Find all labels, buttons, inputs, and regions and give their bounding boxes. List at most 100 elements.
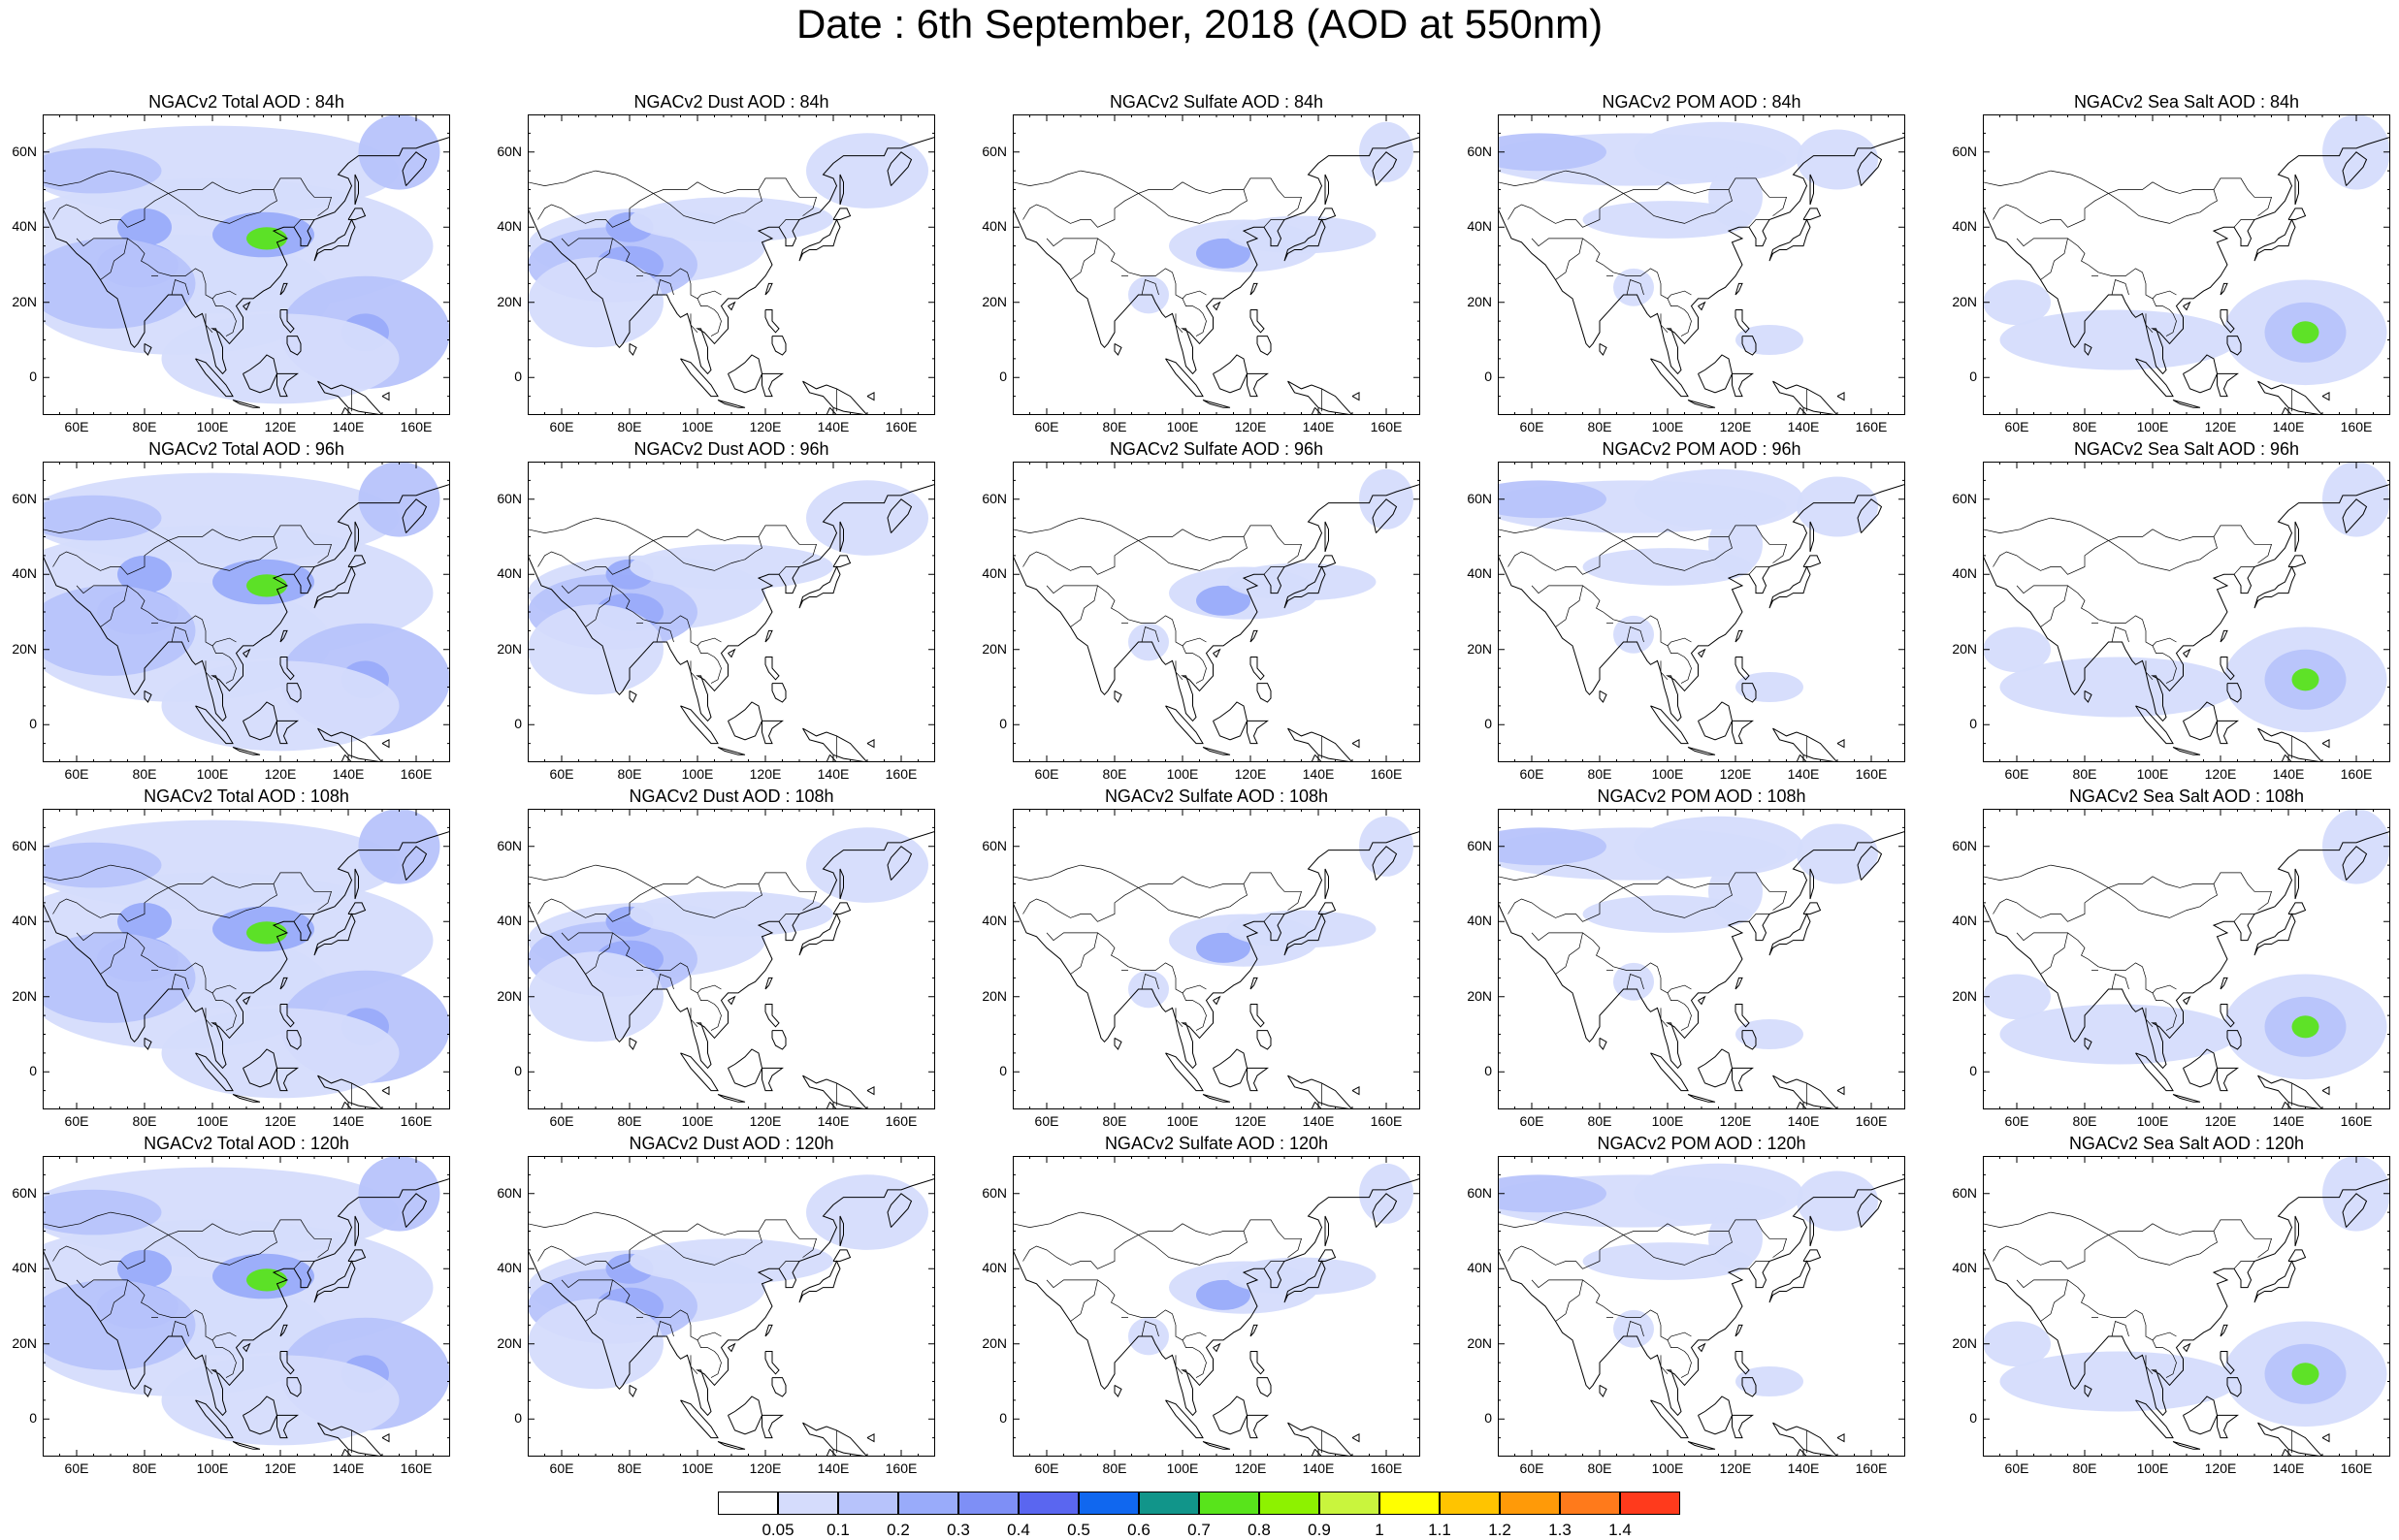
- map-panel-sulfate-120h: NGACv2 Sulfate AOD : 120h 60E 80E 100E 120E 1…: [982, 1133, 1420, 1478]
- coastline: [2084, 1384, 2092, 1397]
- panel-title: NGACv2 POM AOD : 96h: [1602, 439, 1801, 459]
- coastline: [1687, 747, 1716, 755]
- aod-plume: [1708, 861, 1763, 922]
- border-line: [2152, 645, 2177, 684]
- coastline: [1249, 657, 1265, 681]
- coastline: [243, 1342, 251, 1353]
- border-line: [1555, 1279, 1583, 1322]
- colorbar-label: 0.9: [1308, 1521, 1331, 1539]
- aod-plume: [1983, 279, 2051, 326]
- x-tick-label: 60E: [549, 1113, 574, 1129]
- border-line: [2016, 1279, 2143, 1318]
- border-line: [656, 279, 674, 296]
- coastline: [1372, 1193, 1398, 1228]
- coastline: [276, 720, 300, 745]
- border-line: [656, 974, 674, 990]
- map-frame: [1498, 114, 1905, 415]
- map-panel-pom-108h: NGACv2 POM AOD : 108h 60E 80E 100E 120E 140E 1…: [1467, 786, 1905, 1131]
- border-line: [697, 645, 722, 684]
- x-tick-label: 160E: [2340, 419, 2373, 434]
- aod-plume: [1196, 932, 1250, 963]
- coastline: [195, 705, 234, 745]
- coastline: [1599, 342, 1607, 356]
- coastline: [1324, 174, 1329, 206]
- y-tick-label: 60N: [12, 1184, 37, 1201]
- coastline: [354, 174, 359, 206]
- coastline: [43, 136, 450, 375]
- map-frame: [1983, 462, 2390, 762]
- coastline: [2294, 868, 2299, 900]
- border-line: [1623, 883, 1733, 918]
- coastline: [728, 648, 736, 658]
- border-line: [656, 1321, 674, 1337]
- coastline: [728, 1396, 763, 1435]
- border-line: [697, 1339, 722, 1378]
- coastline: [1772, 1422, 1838, 1457]
- x-tick-label: 140E: [1787, 766, 1820, 782]
- coastline: [1351, 1085, 1360, 1096]
- border-line: [1748, 914, 1769, 922]
- coastline: [1650, 358, 1689, 398]
- coastline: [1213, 1342, 1221, 1353]
- border-line: [561, 238, 688, 276]
- border-line: [2111, 279, 2129, 296]
- y-tick-label: 60N: [1952, 1184, 1977, 1201]
- x-tick-label: 140E: [1302, 1113, 1335, 1129]
- coastline: [279, 1351, 295, 1375]
- aod-plume: [43, 1189, 162, 1235]
- aod-plume: [1983, 626, 2051, 673]
- aod-plume: [1196, 1279, 1250, 1310]
- border-line: [168, 536, 277, 571]
- border-line: [1993, 872, 2272, 922]
- coastline: [2321, 1432, 2330, 1443]
- map-border: [43, 809, 450, 1109]
- y-tick-label: 40N: [1467, 218, 1492, 235]
- x-tick-label: 160E: [1370, 766, 1403, 782]
- coastline: [1498, 136, 1905, 375]
- aod-plume: [43, 238, 196, 329]
- y-tick-label: 0: [29, 1410, 37, 1427]
- x-tick-label: 100E: [1166, 1113, 1199, 1129]
- coastline: [1013, 1177, 1420, 1417]
- y-tick-label: 0: [1484, 1410, 1492, 1427]
- aod-plume: [528, 1299, 664, 1390]
- coastline: [2183, 648, 2191, 658]
- coastline: [728, 1048, 763, 1088]
- coastline: [144, 1037, 152, 1050]
- coastline: [381, 738, 390, 749]
- coastline: [2253, 565, 2296, 609]
- border-line: [168, 1231, 277, 1266]
- coastline: [1213, 648, 1221, 658]
- map-panel-sulfate-84h: NGACv2 Sulfate AOD : 84h 60E 80E 100E 120E 14…: [982, 91, 1420, 436]
- coastline: [2084, 690, 2092, 703]
- coastline: [2172, 400, 2201, 408]
- x-tick-label: 60E: [549, 766, 574, 782]
- border-line: [52, 1219, 332, 1269]
- coastline: [279, 977, 288, 990]
- coastline: [1372, 498, 1398, 533]
- border-line: [1623, 1231, 1733, 1266]
- aod-map: [528, 462, 935, 762]
- coastline: [1213, 701, 1248, 741]
- panel-title: NGACv2 Dust AOD : 96h: [633, 439, 829, 459]
- border-line: [1022, 525, 1302, 575]
- aod-map: [43, 462, 450, 762]
- coastline: [1114, 1037, 1122, 1050]
- border-line: [2152, 298, 2177, 337]
- coastline: [286, 1377, 302, 1397]
- map-frame: [1498, 809, 1905, 1109]
- map-border: [1013, 809, 1420, 1109]
- coastline: [2217, 1067, 2240, 1092]
- colorbar-label: 0.1: [827, 1521, 850, 1539]
- coastline: [1741, 683, 1757, 703]
- x-tick-label: 100E: [681, 419, 714, 434]
- x-tick-label: 80E: [1587, 419, 1612, 434]
- aod-plume: [43, 932, 196, 1023]
- x-tick-label: 60E: [2004, 766, 2029, 782]
- coastline: [764, 629, 773, 643]
- border-line: [653, 1231, 762, 1266]
- y-tick-label: 40N: [497, 565, 522, 582]
- coastline: [764, 977, 773, 990]
- border-line: [1022, 872, 1302, 922]
- x-tick-label: 100E: [681, 1460, 714, 1476]
